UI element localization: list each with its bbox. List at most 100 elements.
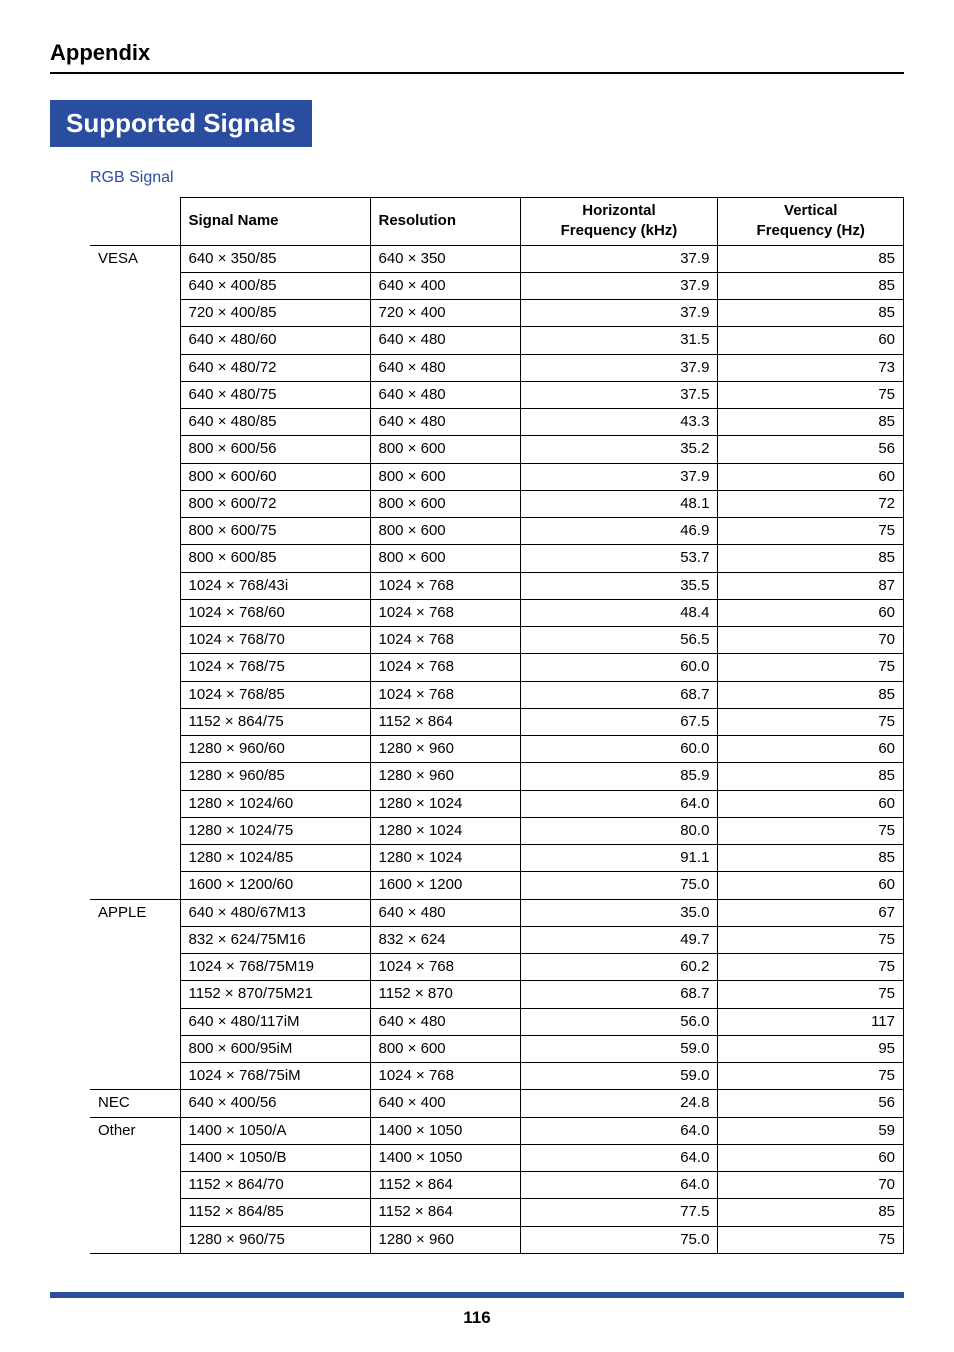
table-header-row: Signal Name Resolution Horizontal Freque… [90,198,904,246]
vertical-freq-cell: 60 [718,790,904,817]
horizontal-freq-cell: 31.5 [520,327,718,354]
resolution-cell: 1280 × 1024 [370,817,520,844]
signal-name-cell: 1400 × 1050/A [180,1117,370,1144]
header-vertical-l2: Frequency (Hz) [757,222,865,239]
table-body: VESA640 × 350/85640 × 35037.985640 × 400… [90,245,904,1253]
resolution-cell: 720 × 400 [370,300,520,327]
vertical-freq-cell: 60 [718,327,904,354]
signal-name-cell: 1024 × 768/85 [180,681,370,708]
vertical-freq-cell: 56 [718,1090,904,1117]
table-row: 800 × 600/60800 × 60037.960 [90,463,904,490]
table-row: 1600 × 1200/601600 × 120075.060 [90,872,904,899]
table-row: APPLE640 × 480/67M13640 × 48035.067 [90,899,904,926]
table-row: 1024 × 768/701024 × 76856.570 [90,627,904,654]
vertical-freq-cell: 70 [718,1172,904,1199]
vertical-freq-cell: 85 [718,763,904,790]
vertical-freq-cell: 75 [718,708,904,735]
category-cell: NEC [90,1090,180,1117]
table-row: VESA640 × 350/85640 × 35037.985 [90,245,904,272]
resolution-cell: 1280 × 960 [370,1226,520,1253]
header-horizontal-l2: Frequency (kHz) [561,222,678,239]
signal-name-cell: 1280 × 960/85 [180,763,370,790]
signal-name-cell: 1024 × 768/60 [180,599,370,626]
vertical-freq-cell: 85 [718,845,904,872]
horizontal-freq-cell: 35.2 [520,436,718,463]
signal-name-cell: 1280 × 1024/60 [180,790,370,817]
signal-name-cell: 1024 × 768/75M19 [180,954,370,981]
signal-name-cell: 832 × 624/75M16 [180,926,370,953]
table-row: 1024 × 768/75iM1024 × 76859.075 [90,1063,904,1090]
resolution-cell: 1400 × 1050 [370,1117,520,1144]
horizontal-freq-cell: 35.0 [520,899,718,926]
resolution-cell: 800 × 600 [370,518,520,545]
resolution-cell: 1024 × 768 [370,654,520,681]
vertical-freq-cell: 60 [718,599,904,626]
signal-name-cell: 1024 × 768/70 [180,627,370,654]
signal-name-cell: 1280 × 960/75 [180,1226,370,1253]
vertical-freq-cell: 87 [718,572,904,599]
horizontal-freq-cell: 64.0 [520,1172,718,1199]
category-cell: Other [90,1117,180,1253]
resolution-cell: 800 × 600 [370,1035,520,1062]
vertical-freq-cell: 75 [718,981,904,1008]
signal-name-cell: 1152 × 864/70 [180,1172,370,1199]
vertical-freq-cell: 85 [718,681,904,708]
table-row: 800 × 600/72800 × 60048.172 [90,490,904,517]
header-empty [90,198,180,246]
category-cell: VESA [90,245,180,899]
header-signal-name: Signal Name [180,198,370,246]
vertical-freq-cell: 85 [718,272,904,299]
signal-name-cell: 1152 × 864/75 [180,708,370,735]
horizontal-freq-cell: 24.8 [520,1090,718,1117]
horizontal-freq-cell: 75.0 [520,872,718,899]
horizontal-freq-cell: 48.1 [520,490,718,517]
resolution-cell: 640 × 480 [370,1008,520,1035]
vertical-freq-cell: 75 [718,926,904,953]
horizontal-freq-cell: 53.7 [520,545,718,572]
horizontal-freq-cell: 64.0 [520,790,718,817]
table-row: 1280 × 960/601280 × 96060.060 [90,736,904,763]
resolution-cell: 640 × 480 [370,327,520,354]
horizontal-freq-cell: 49.7 [520,926,718,953]
resolution-cell: 800 × 600 [370,463,520,490]
horizontal-freq-cell: 37.9 [520,245,718,272]
horizontal-freq-cell: 64.0 [520,1144,718,1171]
table-row: 1152 × 870/75M211152 × 87068.775 [90,981,904,1008]
resolution-cell: 640 × 480 [370,899,520,926]
horizontal-freq-cell: 64.0 [520,1117,718,1144]
horizontal-freq-cell: 59.0 [520,1063,718,1090]
horizontal-freq-cell: 60.0 [520,736,718,763]
table-row: 1024 × 768/751024 × 76860.075 [90,654,904,681]
signal-name-cell: 1400 × 1050/B [180,1144,370,1171]
horizontal-freq-cell: 37.5 [520,381,718,408]
signal-name-cell: 1280 × 1024/85 [180,845,370,872]
horizontal-freq-cell: 60.0 [520,654,718,681]
vertical-freq-cell: 85 [718,300,904,327]
horizontal-freq-cell: 91.1 [520,845,718,872]
resolution-cell: 1024 × 768 [370,1063,520,1090]
vertical-freq-cell: 73 [718,354,904,381]
header-horizontal: Horizontal Frequency (kHz) [520,198,718,246]
vertical-freq-cell: 75 [718,654,904,681]
resolution-cell: 1024 × 768 [370,954,520,981]
signal-name-cell: 1280 × 960/60 [180,736,370,763]
vertical-freq-cell: 75 [718,1226,904,1253]
horizontal-freq-cell: 46.9 [520,518,718,545]
vertical-freq-cell: 59 [718,1117,904,1144]
signal-name-cell: 640 × 480/60 [180,327,370,354]
resolution-cell: 1152 × 864 [370,708,520,735]
table-row: 640 × 480/117iM640 × 48056.0117 [90,1008,904,1035]
divider [50,72,904,74]
signal-name-cell: 640 × 350/85 [180,245,370,272]
resolution-cell: 640 × 480 [370,409,520,436]
resolution-cell: 1024 × 768 [370,681,520,708]
header-resolution: Resolution [370,198,520,246]
horizontal-freq-cell: 67.5 [520,708,718,735]
footer-divider [50,1292,904,1298]
signal-name-cell: 800 × 600/72 [180,490,370,517]
resolution-cell: 640 × 480 [370,381,520,408]
signal-name-cell: 800 × 600/75 [180,518,370,545]
vertical-freq-cell: 117 [718,1008,904,1035]
section-heading: Appendix [50,40,904,66]
signal-name-cell: 640 × 400/85 [180,272,370,299]
